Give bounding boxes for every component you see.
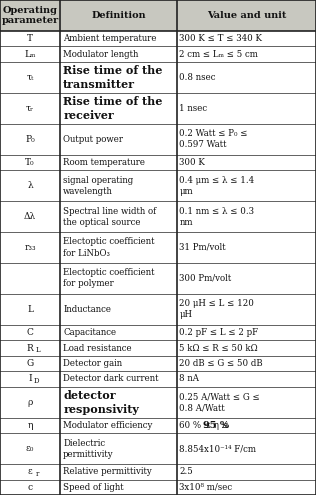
Bar — [0, 433, 316, 464]
Text: Electoptic coefficient
for LiNbO₃: Electoptic coefficient for LiNbO₃ — [63, 238, 155, 257]
Text: P₀: P₀ — [25, 135, 35, 144]
Text: D: D — [33, 377, 39, 385]
Text: 0.4 μm ≤ λ ≤ 1.4
μm: 0.4 μm ≤ λ ≤ 1.4 μm — [179, 176, 255, 196]
Text: Lₘ: Lₘ — [24, 50, 36, 58]
Text: 2.5: 2.5 — [179, 467, 193, 476]
Bar — [0, 418, 316, 433]
Text: Rise time of the
receiver: Rise time of the receiver — [63, 96, 162, 121]
Bar — [0, 371, 316, 387]
Text: c: c — [27, 483, 33, 492]
Text: Operating
parameter: Operating parameter — [1, 6, 59, 25]
Text: λ: λ — [27, 181, 33, 190]
Bar — [0, 93, 316, 124]
Text: 31 Pm/volt: 31 Pm/volt — [179, 243, 226, 252]
Text: 3x10⁸ m/sec: 3x10⁸ m/sec — [179, 483, 233, 492]
Text: Dielectric
permittivity: Dielectric permittivity — [63, 439, 114, 459]
Bar — [0, 341, 316, 356]
Bar — [0, 464, 316, 480]
Text: 8.854x10⁻¹⁴ F/cm: 8.854x10⁻¹⁴ F/cm — [179, 444, 257, 453]
Bar — [0, 480, 316, 495]
Text: η: η — [27, 421, 33, 430]
Text: detector
responsivity: detector responsivity — [63, 390, 139, 414]
Text: 95 %: 95 % — [203, 421, 229, 430]
Text: T₀: T₀ — [25, 158, 35, 167]
Bar — [0, 170, 316, 201]
Bar — [0, 201, 316, 232]
Text: signal operating
wavelength: signal operating wavelength — [63, 176, 133, 196]
Text: 0.25 A/Watt ≤ G ≤
0.8 A/Watt: 0.25 A/Watt ≤ G ≤ 0.8 A/Watt — [179, 392, 260, 412]
Text: Capacitance: Capacitance — [63, 328, 116, 337]
Text: 5 kΩ ≤ R ≤ 50 kΩ: 5 kΩ ≤ R ≤ 50 kΩ — [179, 344, 258, 352]
Text: Load resistance: Load resistance — [63, 344, 132, 352]
Text: Modulator efficiency: Modulator efficiency — [63, 421, 153, 430]
Bar — [0, 62, 316, 93]
Text: Inductance: Inductance — [63, 305, 111, 314]
Text: Value and unit: Value and unit — [207, 11, 286, 20]
Bar — [0, 31, 316, 47]
Text: 0.2 pF ≤ L ≤ 2 pF: 0.2 pF ≤ L ≤ 2 pF — [179, 328, 258, 337]
Text: τₜ: τₜ — [26, 73, 34, 82]
Text: 300 Pm/volt: 300 Pm/volt — [179, 274, 232, 283]
Text: Rise time of the
transmitter: Rise time of the transmitter — [63, 65, 162, 90]
Text: ε₀: ε₀ — [26, 444, 34, 453]
Text: 2 cm ≤ Lₘ ≤ 5 cm: 2 cm ≤ Lₘ ≤ 5 cm — [179, 50, 258, 58]
Text: Output power: Output power — [63, 135, 123, 144]
Text: 0.8 nsec: 0.8 nsec — [179, 73, 216, 82]
Bar — [0, 294, 316, 325]
Bar — [0, 47, 316, 62]
Text: 0.1 nm ≤ λ ≤ 0.3
nm: 0.1 nm ≤ λ ≤ 0.3 nm — [179, 206, 254, 227]
Text: Detector gain: Detector gain — [63, 359, 122, 368]
Text: 1 nsec: 1 nsec — [179, 104, 208, 113]
Text: Relative permittivity: Relative permittivity — [63, 467, 152, 476]
Bar — [0, 0, 316, 31]
Bar — [0, 154, 316, 170]
Text: Δλ: Δλ — [24, 212, 36, 221]
Text: τᵣ: τᵣ — [26, 104, 34, 113]
Text: Modulator length: Modulator length — [63, 50, 139, 58]
Text: ε: ε — [27, 467, 33, 476]
Text: 300 K ≤ T ≤ 340 K: 300 K ≤ T ≤ 340 K — [179, 34, 263, 43]
Text: ρ: ρ — [27, 397, 33, 407]
Text: Definition: Definition — [91, 11, 146, 20]
Bar — [0, 232, 316, 263]
Text: L: L — [27, 305, 33, 314]
Text: C: C — [27, 328, 33, 337]
Text: 300 K: 300 K — [179, 158, 205, 167]
Bar — [0, 325, 316, 341]
Bar — [0, 387, 316, 418]
Text: Electoptic coefficient
for polymer: Electoptic coefficient for polymer — [63, 268, 155, 289]
Text: T: T — [27, 34, 33, 43]
Text: 20 dB ≤ G ≤ 50 dB: 20 dB ≤ G ≤ 50 dB — [179, 359, 263, 368]
Text: r₃₃: r₃₃ — [24, 243, 36, 252]
Text: G: G — [27, 359, 33, 368]
Text: Room temperature: Room temperature — [63, 158, 145, 167]
Text: 8 nA: 8 nA — [179, 375, 199, 384]
Text: r: r — [35, 470, 39, 478]
Text: Speed of light: Speed of light — [63, 483, 124, 492]
Text: I: I — [28, 375, 32, 384]
Bar — [0, 263, 316, 294]
Bar — [0, 356, 316, 371]
Text: 0.2 Watt ≤ P₀ ≤
0.597 Watt: 0.2 Watt ≤ P₀ ≤ 0.597 Watt — [179, 129, 248, 149]
Text: Detector dark current: Detector dark current — [63, 375, 159, 384]
Text: Ambient temperature: Ambient temperature — [63, 34, 157, 43]
Text: Spectral line width of
the optical source: Spectral line width of the optical sourc… — [63, 206, 156, 227]
Text: R: R — [27, 344, 33, 352]
Text: 60 % ≤ η ≤: 60 % ≤ η ≤ — [179, 421, 232, 430]
Text: L: L — [36, 346, 40, 354]
Bar — [0, 124, 316, 154]
Text: 20 μH ≤ L ≤ 120
μH: 20 μH ≤ L ≤ 120 μH — [179, 299, 254, 319]
